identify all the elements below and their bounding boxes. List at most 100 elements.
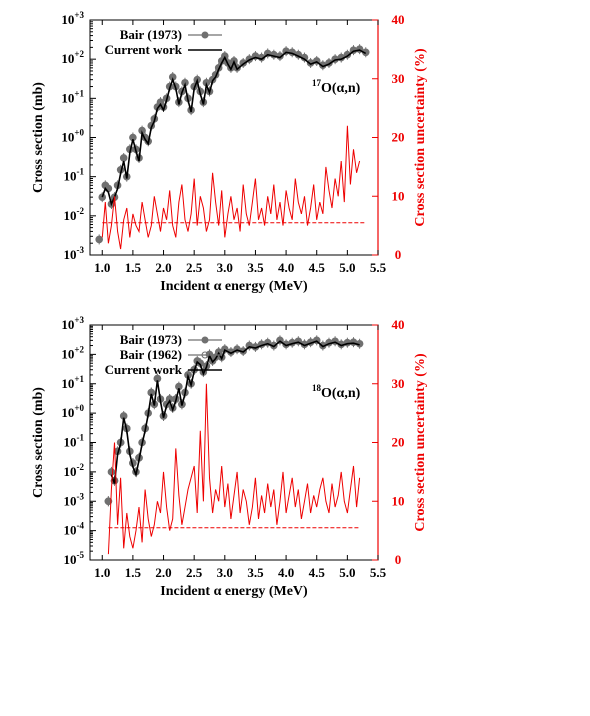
y-tick-label: 10-4 bbox=[64, 521, 85, 538]
x-tick-label: 1.0 bbox=[94, 565, 110, 580]
legend-label: Current work bbox=[105, 362, 183, 377]
annotation-reaction: O(α,n) bbox=[321, 81, 361, 96]
y-tick-base: 10 bbox=[64, 208, 77, 223]
data-point bbox=[98, 193, 107, 201]
y-tick-base: 10 bbox=[61, 346, 74, 361]
x-tick-label: 2.5 bbox=[186, 565, 203, 580]
y2-axis-label: Cross section uncertainty (%) bbox=[413, 48, 428, 227]
y-tick-base: 10 bbox=[61, 12, 74, 27]
y-tick-base: 10 bbox=[61, 405, 74, 420]
annotation-isotope: 18 bbox=[312, 383, 322, 393]
y-tick-label: 10-3 bbox=[64, 245, 85, 262]
y-tick-label: 10-1 bbox=[64, 167, 85, 184]
y-tick-label: 10+2 bbox=[61, 49, 84, 66]
y-tick-exp: +3 bbox=[74, 10, 84, 20]
y-tick-label: 10-2 bbox=[64, 462, 85, 479]
y2-tick-label: 20 bbox=[392, 435, 405, 450]
chart-panel-2: 1.0 1.5 2.0 2.5 3.0 3.5 4.0 4.5 5.0 5.510-510-410… bbox=[31, 315, 428, 599]
data-point bbox=[104, 497, 113, 506]
y2-tick-label: 40 bbox=[392, 12, 405, 27]
legend-label: Bair (1962) bbox=[120, 347, 182, 362]
y-tick-exp: -4 bbox=[77, 521, 85, 531]
y-tick-label: 10-2 bbox=[64, 206, 85, 223]
series-line-3 bbox=[110, 340, 360, 484]
series-points-2 bbox=[104, 364, 198, 507]
y-axis-label: Cross section (mb) bbox=[31, 82, 46, 193]
y-tick-exp: -1 bbox=[77, 167, 85, 177]
y-tick-base: 10 bbox=[64, 552, 77, 567]
y2-tick-label: 10 bbox=[392, 188, 405, 203]
annotation-reaction: O(α,n) bbox=[321, 386, 361, 401]
y-tick-label: 10+2 bbox=[61, 344, 84, 361]
y-tick-base: 10 bbox=[64, 435, 77, 450]
y-tick-label: 10-5 bbox=[64, 550, 85, 567]
x-tick-label: 5.5 bbox=[370, 565, 387, 580]
y-tick-exp: -2 bbox=[77, 206, 85, 216]
x-tick-label: 1.5 bbox=[125, 565, 142, 580]
legend-symbol-point bbox=[201, 336, 209, 344]
series-group bbox=[95, 44, 370, 250]
y-tick-base: 10 bbox=[61, 130, 74, 145]
legend: Bair (1973)Current work bbox=[105, 27, 222, 57]
x-tick-label: 5.0 bbox=[339, 260, 355, 275]
y-tick-base: 10 bbox=[64, 247, 77, 262]
y-tick-exp: -5 bbox=[77, 550, 85, 560]
y2-tick-label: 20 bbox=[392, 130, 405, 145]
y-tick-label: 10+3 bbox=[61, 10, 84, 27]
y-tick-base: 10 bbox=[64, 464, 77, 479]
x-tick-label: 2.0 bbox=[155, 565, 171, 580]
annotation-isotope: 17 bbox=[312, 78, 322, 88]
y-tick-label: 10+3 bbox=[61, 315, 84, 332]
y-tick-exp: -3 bbox=[77, 491, 85, 501]
x-tick-label: 2.5 bbox=[186, 260, 203, 275]
data-point bbox=[119, 154, 128, 162]
legend-label: Bair (1973) bbox=[120, 27, 182, 42]
data-point bbox=[159, 412, 168, 420]
x-tick-label: 5.5 bbox=[370, 260, 387, 275]
y-tick-exp: +3 bbox=[74, 315, 84, 325]
x-tick-label: 1.5 bbox=[125, 260, 142, 275]
y-tick-exp: +0 bbox=[74, 128, 84, 138]
x-tick-label: 4.0 bbox=[278, 260, 294, 275]
chart-panel-1: 1.0 1.5 2.0 2.5 3.0 3.5 4.0 4.5 5.0 5.510-310-210… bbox=[31, 10, 428, 294]
x-tick-label: 4.5 bbox=[309, 260, 326, 275]
y-tick-base: 10 bbox=[61, 317, 74, 332]
y2-tick-label: 40 bbox=[392, 317, 405, 332]
series-line-2 bbox=[101, 49, 367, 207]
y-tick-label: 10+1 bbox=[61, 88, 84, 105]
x-tick-label: 3.0 bbox=[217, 260, 233, 275]
y-tick-exp: -3 bbox=[77, 245, 85, 255]
y-tick-label: 10-3 bbox=[64, 491, 85, 508]
legend: Bair (1973)Bair (1962)Current work bbox=[105, 332, 222, 377]
y-tick-exp: +1 bbox=[74, 374, 84, 384]
x-tick-label: 4.0 bbox=[278, 565, 294, 580]
y2-axis-label: Cross section uncertainty (%) bbox=[413, 353, 428, 532]
y-tick-exp: +2 bbox=[74, 344, 84, 354]
x-axis-label: Incident α energy (MeV) bbox=[160, 279, 308, 294]
series-line-4 bbox=[107, 383, 361, 555]
y-tick-base: 10 bbox=[61, 90, 74, 105]
x-tick-label: 3.5 bbox=[247, 260, 264, 275]
y2-tick-label: 30 bbox=[392, 376, 405, 391]
y-tick-label: 10+0 bbox=[61, 128, 84, 145]
x-tick-label: 3.5 bbox=[247, 565, 264, 580]
y2-tick-label: 30 bbox=[392, 71, 405, 86]
series-line-3 bbox=[101, 125, 361, 250]
y-tick-base: 10 bbox=[64, 523, 77, 538]
y2-tick-label: 10 bbox=[392, 493, 405, 508]
x-axis-label: Incident α energy (MeV) bbox=[160, 584, 308, 599]
panel-annotation: 17O(α,n) bbox=[312, 78, 361, 96]
data-point bbox=[107, 468, 116, 476]
x-tick-label: 4.5 bbox=[309, 565, 326, 580]
y-tick-exp: -2 bbox=[77, 462, 85, 472]
y-tick-base: 10 bbox=[64, 169, 77, 184]
y-tick-exp: +0 bbox=[74, 403, 84, 413]
legend-symbol-point bbox=[201, 31, 209, 39]
legend-symbol-point bbox=[201, 351, 209, 359]
legend-label: Bair (1973) bbox=[120, 332, 182, 347]
y-tick-base: 10 bbox=[61, 51, 74, 66]
y-tick-label: 10+0 bbox=[61, 403, 84, 420]
y-tick-base: 10 bbox=[64, 493, 77, 508]
panel-annotation: 18O(α,n) bbox=[312, 383, 361, 401]
x-tick-label: 3.0 bbox=[217, 565, 233, 580]
